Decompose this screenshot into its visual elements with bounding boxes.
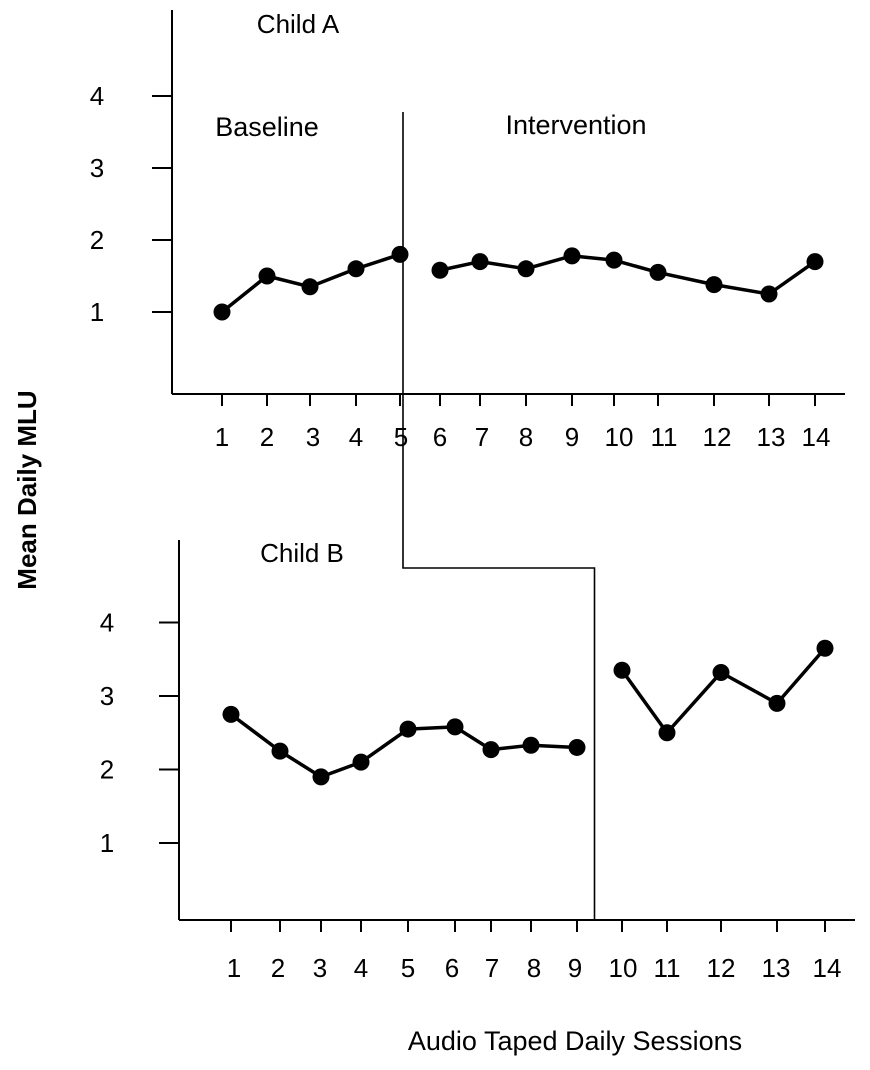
data-point-child-b xyxy=(222,705,240,723)
phase-change-line xyxy=(402,112,596,920)
data-point-child-b xyxy=(712,663,730,681)
data-point-child-a xyxy=(347,260,365,278)
data-point-child-a xyxy=(760,285,778,303)
x-tick-label-child-b: 10 xyxy=(609,953,638,983)
x-tick-label-child-a: 13 xyxy=(757,422,786,452)
x-tick-label-child-b: 11 xyxy=(654,953,681,983)
data-point-child-a xyxy=(649,263,667,281)
data-point-child-a xyxy=(391,245,409,263)
data-point-child-a xyxy=(471,253,489,271)
data-point-child-b xyxy=(312,768,330,786)
x-tick-label-child-b: 9 xyxy=(568,953,582,983)
y-tick-label-child-a: 4 xyxy=(90,81,104,111)
x-tick-label-child-b: 12 xyxy=(707,953,736,983)
y-tick-label-child-b: 4 xyxy=(100,608,114,638)
data-point-child-b xyxy=(446,718,464,736)
x-tick-label-child-b: 14 xyxy=(813,953,842,983)
data-point-child-a xyxy=(517,260,535,278)
x-tick-label-child-a: 8 xyxy=(519,422,533,452)
y-tick-label-child-a: 1 xyxy=(90,297,104,327)
phase-label-intervention: Intervention xyxy=(505,110,646,140)
y-tick-label-child-b: 3 xyxy=(100,681,114,711)
x-tick-label-child-b: 4 xyxy=(354,953,368,983)
data-point-child-b xyxy=(271,742,289,760)
x-tick-label-child-b: 1 xyxy=(227,953,241,983)
data-point-child-b xyxy=(768,694,786,712)
x-tick-label-child-a: 6 xyxy=(433,422,447,452)
y-tick-label-child-b: 2 xyxy=(100,755,114,785)
data-point-child-b xyxy=(613,661,631,679)
series-line-child-b-phase-2 xyxy=(620,647,827,735)
series-line-child-a-phase-2 xyxy=(439,254,817,296)
x-tick-label-child-a: 9 xyxy=(565,422,579,452)
data-point-child-a xyxy=(258,267,276,285)
data-point-child-a xyxy=(605,251,623,269)
x-tick-label-child-b: 3 xyxy=(313,953,327,983)
x-tick-label-child-a: 3 xyxy=(306,422,320,452)
data-point-child-a xyxy=(301,278,319,296)
x-tick-label-child-b: 8 xyxy=(527,953,541,983)
x-tick-label-child-b: 13 xyxy=(762,953,791,983)
x-axis-title: Audio Taped Daily Sessions xyxy=(408,1026,742,1056)
data-point-child-b xyxy=(352,753,370,771)
data-point-child-a xyxy=(431,261,449,279)
y-axis-title: Mean Daily MLU xyxy=(12,390,42,589)
x-tick-label-child-b: 7 xyxy=(485,953,499,983)
x-tick-label-child-b: 2 xyxy=(271,953,285,983)
x-tick-label-child-a: 1 xyxy=(215,422,229,452)
data-point-child-b xyxy=(482,741,500,759)
x-tick-label-child-b: 5 xyxy=(401,953,415,983)
data-point-child-a xyxy=(563,247,581,265)
x-tick-label-child-a: 11 xyxy=(651,422,678,452)
data-point-child-b xyxy=(816,639,834,657)
y-tick-label-child-b: 1 xyxy=(100,828,114,858)
data-point-child-b xyxy=(399,720,417,738)
x-tick-label-child-a: 2 xyxy=(260,422,274,452)
y-tick-label-child-a: 3 xyxy=(90,153,104,183)
x-tick-label-child-a: 7 xyxy=(475,422,489,452)
x-tick-label-child-a: 5 xyxy=(394,422,408,452)
panel-title-child-b: Child B xyxy=(260,538,344,568)
phase-label-baseline: Baseline xyxy=(215,112,319,142)
x-tick-label-child-a: 4 xyxy=(349,422,363,452)
data-point-child-a xyxy=(705,276,723,294)
x-tick-label-child-a: 10 xyxy=(605,422,634,452)
data-point-child-a xyxy=(806,253,824,271)
panel-title-child-a: Child A xyxy=(257,9,340,39)
x-tick-label-child-b: 6 xyxy=(445,953,459,983)
x-tick-label-child-a: 14 xyxy=(802,422,831,452)
data-point-child-b xyxy=(568,738,586,756)
data-point-child-a xyxy=(213,303,231,321)
data-point-child-b xyxy=(522,736,540,754)
data-point-child-b xyxy=(658,724,676,742)
x-tick-label-child-a: 12 xyxy=(703,422,732,452)
y-tick-label-child-a: 2 xyxy=(90,225,104,255)
